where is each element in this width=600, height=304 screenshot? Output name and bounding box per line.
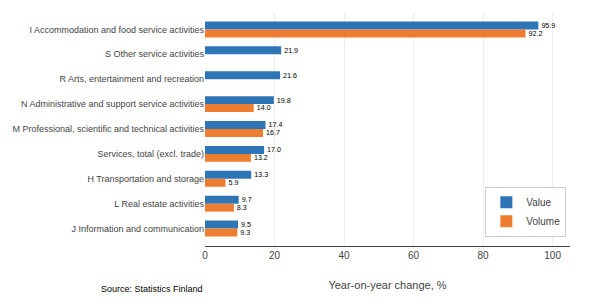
svg-text:95.9: 95.9 — [541, 22, 555, 30]
svg-text:21.6: 21.6 — [283, 72, 297, 80]
svg-text:5.9: 5.9 — [229, 179, 239, 187]
svg-text:20: 20 — [269, 250, 281, 261]
svg-text:N Administrative and support s: N Administrative and support service act… — [21, 99, 205, 109]
svg-text:8.3: 8.3 — [237, 204, 247, 212]
svg-text:Volume: Volume — [526, 216, 560, 227]
svg-text:14.0: 14.0 — [257, 104, 271, 112]
svg-text:9.3: 9.3 — [240, 229, 250, 237]
svg-text:M Professional, scientific and: M Professional, scientific and technical… — [12, 124, 204, 134]
svg-text:21.9: 21.9 — [284, 47, 298, 55]
svg-text:92.2: 92.2 — [529, 30, 543, 38]
svg-text:0: 0 — [202, 250, 208, 261]
svg-text:H Transportation and storage: H Transportation and storage — [87, 174, 204, 184]
svg-text:L Real estate activities: L Real estate activities — [114, 199, 204, 209]
svg-text:I Accommodation and food servi: I Accommodation and food service activit… — [29, 25, 204, 35]
svg-text:J Information and communicatio: J Information and communication — [71, 224, 204, 234]
svg-text:40: 40 — [338, 250, 350, 261]
svg-text:16.7: 16.7 — [266, 129, 280, 137]
svg-text:17.4: 17.4 — [269, 121, 283, 129]
svg-text:13.3: 13.3 — [254, 171, 268, 179]
svg-text:100: 100 — [544, 250, 561, 261]
svg-text:R Arts, entertainment and recr: R Arts, entertainment and recreation — [59, 74, 204, 84]
svg-text:80: 80 — [478, 250, 490, 261]
svg-text:S Other service activities: S Other service activities — [105, 49, 205, 59]
svg-text:Year-on-year change, %: Year-on-year change, % — [328, 279, 446, 291]
svg-text:17.0: 17.0 — [267, 146, 281, 154]
svg-text:Source: Statistics Finland: Source: Statistics Finland — [101, 284, 203, 294]
svg-text:9.7: 9.7 — [242, 196, 252, 204]
svg-text:19.8: 19.8 — [277, 97, 291, 105]
svg-text:13.2: 13.2 — [254, 154, 268, 162]
svg-text:9.5: 9.5 — [241, 221, 251, 229]
svg-text:Services, total (excl. trade): Services, total (excl. trade) — [97, 149, 204, 159]
svg-text:60: 60 — [408, 250, 420, 261]
svg-text:Value: Value — [526, 197, 551, 208]
